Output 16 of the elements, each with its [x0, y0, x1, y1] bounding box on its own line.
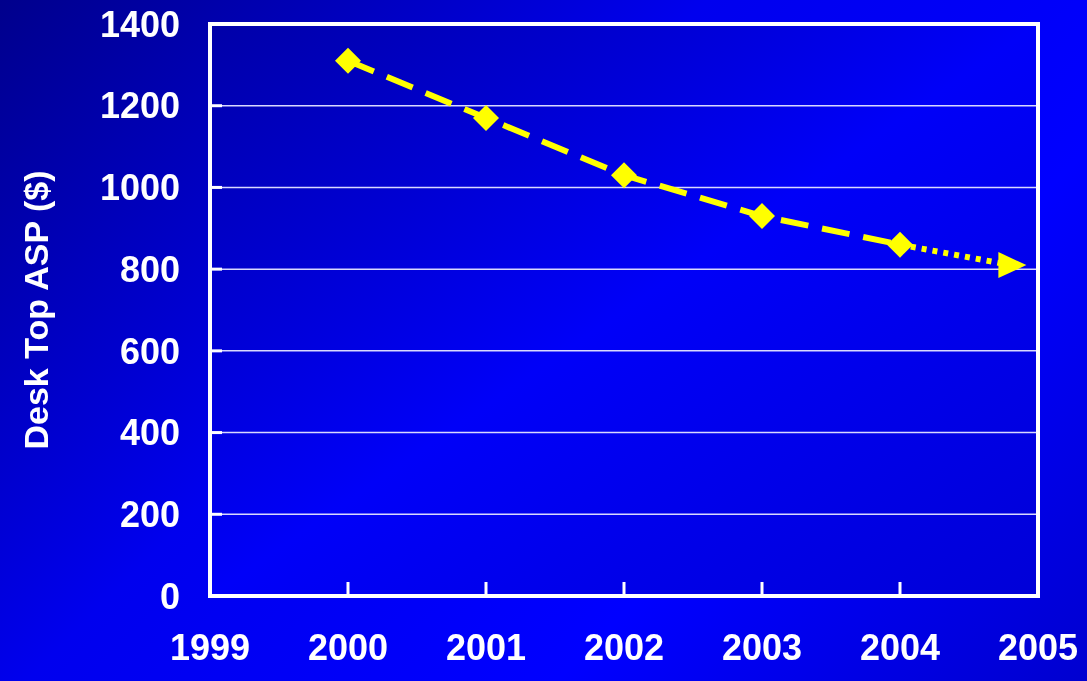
x-tick-label: 2003 [721, 626, 803, 668]
y-tick-label: 400 [119, 412, 180, 454]
x-tick-label: 2002 [583, 626, 665, 668]
y-tick-label: 1200 [99, 85, 180, 127]
y-tick-label: 200 [119, 494, 180, 536]
y-tick-label: 0 [159, 575, 180, 617]
y-tick-label: 1400 [99, 3, 180, 45]
x-tick-label: 1999 [169, 626, 251, 668]
x-tick-label: 2000 [307, 626, 389, 668]
x-tick-label: 2005 [997, 626, 1079, 668]
x-tick-label: 2001 [445, 626, 527, 668]
y-tick-label: 1000 [99, 167, 180, 209]
y-tick-label: 600 [119, 330, 180, 372]
y-tick-label: 800 [119, 248, 180, 290]
y-axis-title: Desk Top ASP ($) [17, 170, 55, 450]
x-tick-label: 2004 [859, 626, 941, 668]
